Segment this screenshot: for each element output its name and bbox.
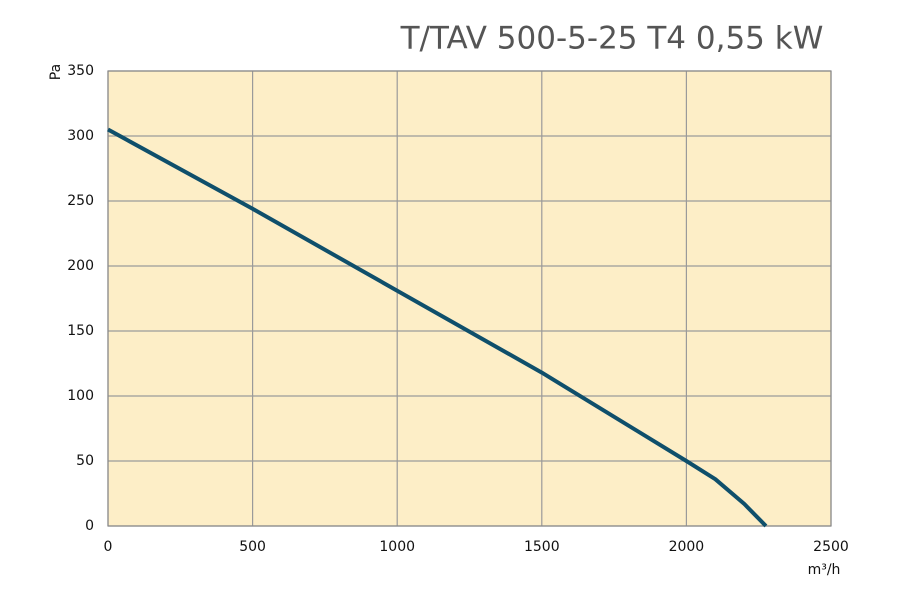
y-axis-label: Pa — [48, 64, 64, 80]
y-tick-label: 250 — [67, 193, 94, 209]
y-tick-label: 50 — [76, 453, 94, 469]
y-tick-label: 200 — [67, 258, 94, 274]
y-tick-label: 150 — [67, 323, 94, 339]
x-tick-label: 2000 — [669, 539, 705, 555]
y-tick-label: 100 — [67, 388, 94, 404]
plot-area — [108, 71, 831, 526]
x-axis-label: m³/h — [808, 562, 841, 578]
x-tick-label: 500 — [239, 539, 266, 555]
y-tick-label: 300 — [67, 128, 94, 144]
x-tick-label: 0 — [104, 539, 113, 555]
x-tick-label: 2500 — [813, 539, 849, 555]
plot-border — [107, 70, 832, 527]
y-tick-label: 0 — [85, 518, 94, 534]
x-tick-label: 1500 — [524, 539, 560, 555]
data-line — [107, 127, 768, 528]
y-tick-label: 350 — [67, 63, 94, 79]
x-tick-label: 1000 — [379, 539, 415, 555]
chart-title: T/TAV 500-5-25 T4 0,55 kW — [400, 21, 824, 57]
